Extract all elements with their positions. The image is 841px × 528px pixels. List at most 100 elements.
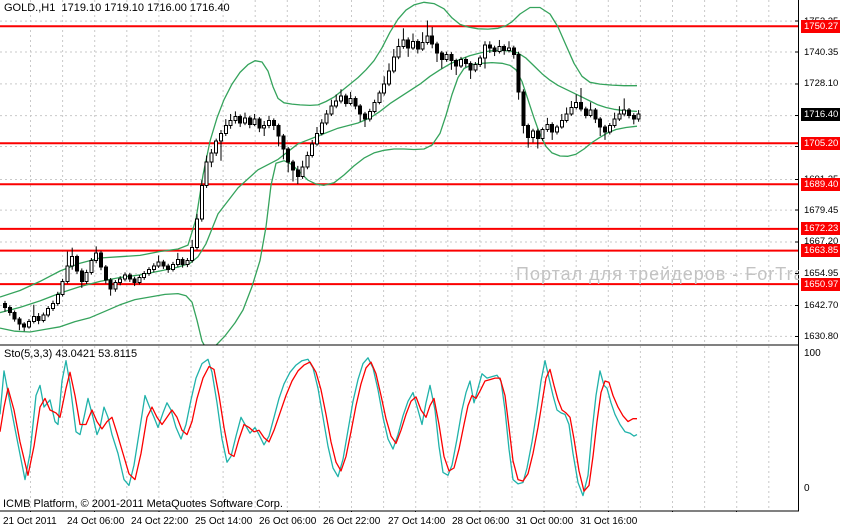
candle-bearish: [295, 169, 300, 177]
candle-bearish: [99, 252, 103, 268]
candle-bearish: [406, 39, 411, 49]
candle-bullish: [209, 152, 214, 163]
candle-bearish: [583, 108, 588, 116]
stochastic-pane[interactable]: [0, 346, 770, 511]
candle-bullish: [612, 118, 617, 127]
candle-bullish: [588, 109, 593, 116]
candle-bearish: [3, 302, 7, 308]
candle-bullish: [411, 40, 415, 49]
candle-bearish: [511, 47, 516, 55]
candle-bullish: [372, 101, 377, 112]
candle-bullish: [233, 116, 238, 121]
candle-bullish: [94, 252, 99, 262]
candle-bullish: [367, 110, 372, 120]
time-axis-label: 21 Oct 2011: [3, 516, 57, 527]
candle-bearish: [286, 148, 291, 163]
time-axis-label: 24 Oct 22:00: [131, 516, 189, 527]
candle-bullish: [569, 106, 574, 115]
price-tick-label: 1740.35: [804, 46, 839, 58]
candle-bullish: [382, 83, 387, 94]
stochastic-signal-line: [0, 361, 637, 492]
candle-bullish: [339, 95, 343, 102]
candle-bearish: [166, 265, 171, 271]
candle-bullish: [60, 280, 65, 295]
candle-bearish: [180, 258, 185, 266]
price-tick-label: 1728.10: [804, 78, 839, 90]
candle-bearish: [108, 279, 113, 290]
time-axis-label: 28 Oct 06:00: [452, 516, 510, 527]
price-axis[interactable]: 100 0 1752.251740.351728.101691.251679.4…: [800, 0, 841, 512]
candle-bearish: [463, 58, 468, 64]
candle-bullish: [171, 264, 175, 271]
candle-bearish: [103, 266, 108, 281]
candle-bullish: [204, 161, 209, 186]
candle-bullish: [444, 53, 449, 60]
candle-bullish: [89, 260, 94, 273]
candle-bullish: [555, 126, 559, 133]
candle-bearish: [521, 91, 526, 127]
chart-panes[interactable]: Портал для трейдеров - ForTrader.ru: [0, 0, 799, 512]
candle-bullish: [113, 282, 118, 290]
candle-bullish: [459, 58, 463, 67]
candle-bearish: [161, 261, 166, 267]
candle-bullish: [156, 261, 161, 267]
candle-bearish: [492, 47, 497, 53]
candle-bullish: [55, 293, 60, 304]
candle-bullish: [315, 132, 319, 145]
bollinger-upper-line: [0, 1, 637, 298]
candle-bullish: [622, 109, 627, 115]
candle-bearish: [468, 62, 473, 71]
candle-bullish: [391, 56, 396, 72]
candle-bullish: [175, 258, 180, 266]
time-axis-label: 25 Oct 14:00: [195, 516, 253, 527]
candle-bullish: [118, 278, 123, 284]
price-level-badge: 1750.27: [801, 19, 840, 33]
chart-canvas[interactable]: [0, 0, 799, 512]
candle-bullish: [334, 100, 339, 107]
candle-bearish: [502, 45, 507, 51]
candle-bullish: [319, 122, 324, 134]
candle-bearish: [17, 318, 22, 325]
stoch-scale-100: 100: [804, 348, 821, 359]
candle-bearish: [22, 323, 27, 328]
candle-bearish: [603, 126, 607, 133]
candle-bullish: [574, 101, 579, 108]
candle-bearish: [271, 119, 276, 127]
candle-bullish: [348, 97, 353, 105]
candle-bearish: [593, 109, 598, 120]
candle-bearish: [449, 53, 454, 62]
candle-bullish: [497, 45, 502, 53]
candle-bullish: [252, 118, 257, 125]
candle-bearish: [516, 53, 521, 93]
stochastic-indicator-label: Sto(5,3,3) 43.0421 53.8115: [4, 348, 138, 360]
candle-bullish: [31, 315, 36, 323]
price-tick-label: 1679.45: [804, 204, 839, 216]
time-axis-label: 31 Oct 00:00: [516, 516, 574, 527]
candle-bearish: [353, 97, 358, 107]
candle-bearish: [12, 312, 17, 320]
candle-bullish: [151, 265, 156, 271]
candle-bullish: [617, 113, 622, 120]
bollinger-middle-line: [0, 49, 638, 314]
candle-bearish: [579, 101, 583, 110]
candle-bearish: [132, 278, 137, 284]
candle-bearish: [343, 95, 348, 105]
candle-bullish: [41, 314, 46, 321]
time-axis-label: 31 Oct 16:00: [580, 516, 638, 527]
main-pane[interactable]: [0, 0, 799, 350]
candle-bullish: [545, 123, 550, 131]
candle-bullish: [377, 92, 382, 103]
candle-bullish: [147, 269, 151, 275]
price-level-badge: 1672.23: [801, 222, 840, 236]
candle-bearish: [257, 118, 262, 129]
candle-bearish: [79, 270, 84, 282]
candle-bullish: [27, 321, 31, 328]
candle-bullish: [401, 39, 406, 47]
candle-bullish: [507, 47, 511, 51]
time-axis[interactable]: 21 Oct 2011 24 Oct 06:00 24 Oct 22:00 25 Oc…: [0, 514, 841, 528]
candle-bullish: [214, 140, 219, 154]
candle-bullish: [473, 64, 478, 71]
candle-bullish: [51, 302, 55, 310]
candle-bearish: [276, 125, 281, 137]
